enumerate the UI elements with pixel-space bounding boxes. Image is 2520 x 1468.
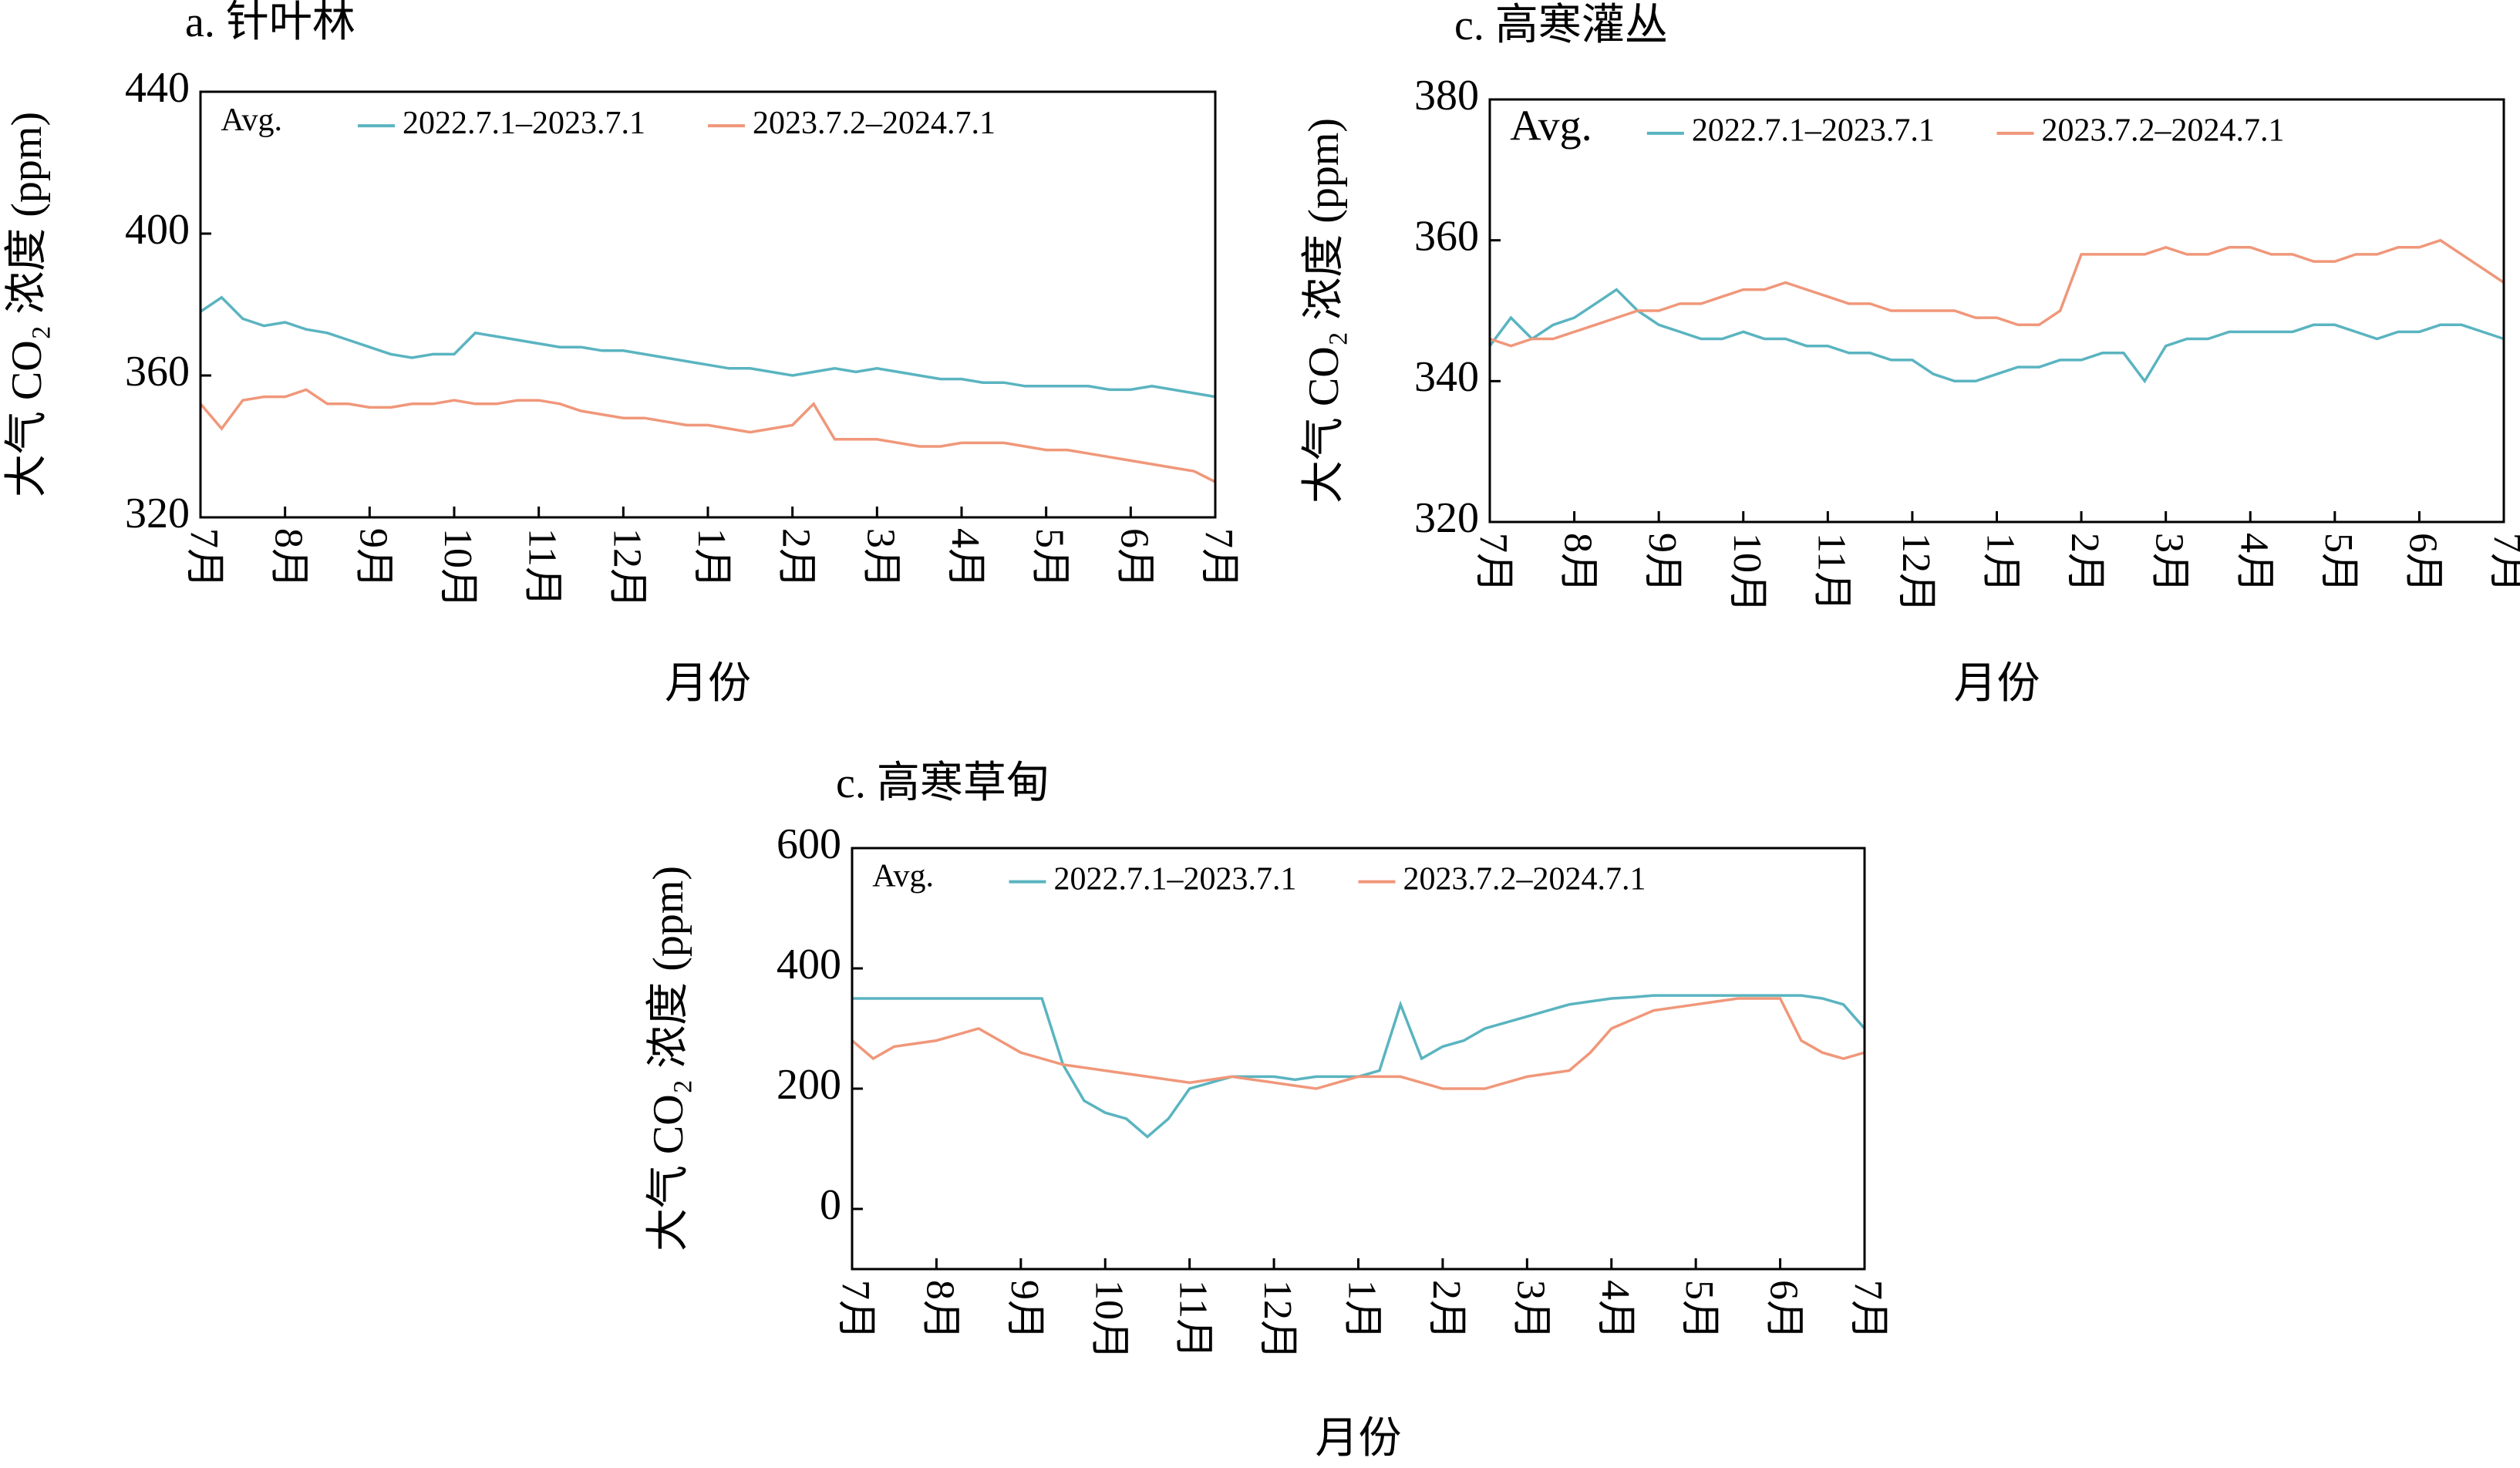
y-axis-label: 大气 CO₂ 浓度 (ppm): [645, 866, 692, 1251]
plot-frame: [1488, 98, 2505, 524]
y-tick-label: 400: [777, 941, 841, 988]
legend-title: Avg.: [221, 103, 282, 138]
y-tick-label: 360: [125, 348, 190, 396]
x-tick-label: 1月: [1340, 1280, 1384, 1340]
x-tick-label: 3月: [1508, 1280, 1552, 1340]
legend-label: 2022.7.1–2023.7.1: [1054, 861, 1297, 897]
legend-label: 2023.7.2–2024.7.1: [1403, 861, 1646, 897]
legend-label: 2022.7.1–2023.7.1: [1692, 113, 1935, 148]
x-tick-label: 7月: [2485, 533, 2520, 593]
x-tick-label: 11月: [521, 528, 564, 607]
x-tick-label: 3月: [858, 528, 902, 588]
x-axis-label: 月份: [665, 660, 751, 708]
x-tick-label: 11月: [1809, 533, 1853, 611]
x-tick-label: 10月: [1086, 1280, 1130, 1360]
series-line: [852, 994, 1866, 1139]
y-tick-label: 600: [777, 820, 841, 868]
x-axis-label: 月份: [1954, 660, 2040, 708]
x-tick-label: 8月: [918, 1280, 962, 1340]
y-tick-label: 400: [125, 206, 190, 254]
legend-label: 2023.7.2–2024.7.1: [2042, 113, 2285, 148]
x-tick-label: 11月: [1171, 1280, 1215, 1359]
series-line: [1489, 238, 2505, 348]
x-tick-label: 12月: [605, 528, 649, 608]
chart-title: a. 针叶林: [185, 0, 355, 46]
y-axis-label: 大气 CO₂ 浓度 (ppm): [3, 112, 51, 497]
legend-title: Avg.: [1510, 103, 1592, 150]
x-tick-label: 12月: [1255, 1280, 1299, 1360]
x-tick-label: 5月: [2316, 533, 2360, 593]
y-tick-label: 320: [125, 490, 190, 537]
y-axis-label: 大气 CO₂ 浓度 (ppm): [1300, 118, 1348, 503]
x-tick-label: 1月: [1979, 533, 2023, 593]
y-tick-label: 200: [777, 1061, 841, 1109]
x-tick-label: 7月: [834, 1280, 878, 1340]
series-line: [200, 295, 1216, 399]
x-tick-label: 1月: [689, 528, 733, 588]
x-tick-label: 6月: [1762, 1280, 1806, 1340]
chart-title: c. 高寒草甸: [836, 759, 1049, 807]
x-tick-label: 2月: [2063, 533, 2107, 593]
x-tick-label: 9月: [1002, 1280, 1046, 1340]
x-tick-label: 10月: [1725, 533, 1769, 613]
y-tick-label: 380: [1414, 72, 1479, 120]
x-tick-label: 7月: [1471, 533, 1515, 593]
x-tick-label: 2月: [774, 528, 818, 588]
x-tick-label: 4月: [2232, 533, 2276, 593]
legend-label: 2023.7.2–2024.7.1: [753, 106, 996, 141]
plot-frame: [851, 847, 1866, 1271]
x-tick-label: 9月: [1640, 533, 1684, 593]
x-tick-label: 8月: [1556, 533, 1600, 593]
legend-title: Avg.: [872, 858, 934, 894]
x-tick-label: 6月: [2400, 533, 2444, 593]
y-tick-label: 0: [820, 1181, 841, 1229]
x-tick-label: 7月: [1846, 1280, 1890, 1340]
x-axis-label: 月份: [1316, 1415, 1402, 1463]
x-tick-label: 7月: [182, 528, 226, 588]
x-tick-label: 7月: [1197, 528, 1241, 588]
x-tick-label: 4月: [943, 528, 987, 588]
legend-label: 2022.7.1–2023.7.1: [403, 106, 645, 141]
x-tick-label: 9月: [351, 528, 395, 588]
y-tick-label: 320: [1414, 494, 1479, 542]
x-tick-label: 2月: [1424, 1280, 1468, 1340]
y-tick-label: 340: [1414, 353, 1479, 401]
y-tick-label: 440: [125, 64, 190, 112]
series-line: [1488, 288, 2505, 384]
series-line: [199, 388, 1216, 483]
chart-title: c. 高寒灌丛: [1454, 2, 1668, 49]
x-tick-label: 10月: [436, 528, 480, 608]
x-tick-label: 5月: [1677, 1280, 1721, 1340]
series-line: [851, 997, 1865, 1090]
x-tick-label: 3月: [2148, 533, 2192, 593]
x-tick-label: 5月: [1028, 528, 1072, 588]
x-tick-label: 4月: [1593, 1280, 1637, 1340]
x-tick-label: 6月: [1112, 528, 1156, 588]
y-tick-label: 360: [1414, 213, 1479, 261]
x-tick-label: 12月: [1894, 533, 1938, 613]
plot-frame: [199, 90, 1217, 519]
x-tick-label: 8月: [267, 528, 311, 588]
